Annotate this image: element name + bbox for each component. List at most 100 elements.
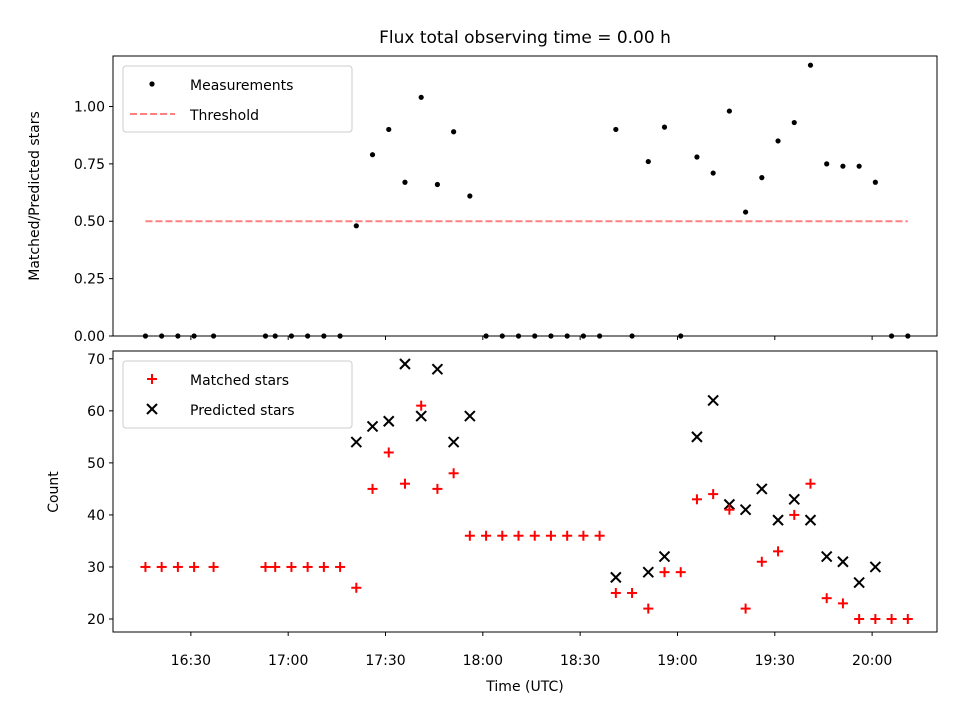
bottom-y-tick-label: 60 — [87, 404, 105, 420]
matched-stars-point — [383, 447, 394, 458]
predicted-stars-point — [723, 498, 736, 511]
bottom-legend-box — [122, 360, 353, 429]
predicted-stars-point — [804, 514, 817, 526]
matched-stars-point — [610, 587, 621, 598]
matched-stars-point — [260, 561, 271, 572]
measurement-point — [321, 333, 327, 339]
measurement-point — [142, 333, 149, 339]
measurement-point — [369, 152, 376, 158]
measurement-point — [499, 333, 505, 339]
predicted-stars-point — [464, 410, 476, 422]
matched-stars-point — [902, 613, 913, 624]
measurement-point — [856, 163, 862, 169]
matched-stars-point — [189, 561, 200, 572]
measurement-point — [272, 333, 278, 339]
measurement-point — [694, 154, 700, 160]
legend-label-measurements: Measurements — [190, 78, 293, 94]
measurement-point — [305, 333, 311, 339]
matched-stars-point — [562, 530, 573, 541]
measurement-point — [597, 333, 603, 339]
matched-stars-point — [708, 489, 719, 500]
measurement-point — [337, 333, 343, 339]
top-y-tick-label: 0.75 — [74, 157, 105, 173]
top-y-tick-label: 0.25 — [74, 272, 105, 288]
predicted-stars-point — [610, 571, 622, 584]
matched-stars-point — [399, 478, 410, 489]
measurement-point — [840, 163, 846, 169]
matched-stars-point — [578, 530, 589, 541]
matched-stars-point — [594, 530, 605, 541]
matched-stars-point — [156, 561, 167, 572]
measurement-point — [159, 333, 165, 339]
measurement-point — [483, 333, 489, 339]
predicted-stars-marker-stroke — [399, 358, 411, 370]
predicted-stars-marker-stroke — [447, 436, 460, 448]
legend-label-threshold: Threshold — [189, 108, 259, 124]
predicted-stars-point — [869, 561, 882, 573]
predicted-stars-point — [739, 504, 752, 516]
legend-label-predicted-stars: Predicted stars — [190, 403, 295, 419]
matched-stars-point — [837, 598, 848, 609]
predicted-stars-point — [707, 394, 719, 407]
matched-stars-point — [367, 483, 378, 494]
predicted-stars-point — [772, 514, 784, 526]
measurement-point — [353, 223, 359, 229]
predicted-stars-point — [447, 436, 460, 448]
predicted-stars-marker-stroke — [464, 410, 476, 422]
predicted-stars-point — [415, 410, 427, 422]
measurement-point — [888, 333, 895, 339]
x-tick-label: 16:30 — [171, 653, 211, 669]
predicted-stars-marker-stroke — [788, 493, 800, 506]
measurement-point — [434, 181, 441, 188]
matched-stars-point — [659, 567, 670, 578]
matched-stars-point — [886, 613, 897, 624]
predicted-stars-point — [853, 576, 865, 589]
predicted-stars-marker-stroke — [804, 514, 817, 526]
x-tick-label: 19:30 — [755, 653, 795, 669]
matched-stars-point — [497, 530, 508, 541]
x-tick-label: 20:00 — [852, 653, 892, 669]
matched-stars-point — [464, 530, 475, 541]
measurement-point — [564, 333, 570, 339]
predicted-stars-point — [837, 556, 849, 568]
measurement-point — [710, 170, 716, 176]
predicted-stars-point — [691, 431, 703, 443]
predicted-stars-marker-stroke — [350, 436, 363, 448]
predicted-stars-marker-stroke — [658, 550, 671, 563]
predicted-stars-point — [431, 363, 444, 375]
matched-stars-point — [643, 603, 654, 614]
top-legend: Measurements Threshold — [122, 65, 353, 133]
top-y-tick-label: 0.50 — [74, 214, 105, 230]
legend-marker-predicted-stars — [146, 403, 158, 415]
bottom-y-axis-label: Count — [46, 471, 62, 513]
predicted-stars-marker-stroke — [642, 566, 654, 578]
measurement-point — [905, 333, 911, 339]
top-y-axis-label: Matched/Predicted stars — [27, 111, 43, 281]
predicted-stars-marker-stroke — [707, 394, 719, 407]
bottom-axes-frame — [112, 350, 938, 633]
matched-stars-point — [675, 567, 686, 578]
predicted-stars-point — [788, 493, 800, 506]
predicted-stars-marker-stroke — [691, 431, 703, 443]
matched-stars-point — [208, 561, 219, 572]
matched-stars-point — [302, 561, 313, 572]
predicted-stars-marker-stroke — [366, 420, 379, 433]
matched-stars-point — [513, 530, 524, 541]
matched-stars-point — [740, 603, 751, 614]
measurement-point — [515, 333, 522, 339]
top-y-tick-label: 0.00 — [74, 329, 105, 345]
matched-stars-point — [432, 483, 443, 494]
legend-marker-matched-stars — [147, 374, 157, 384]
predicted-stars-point — [383, 415, 395, 427]
predicted-stars-marker-stroke — [853, 576, 865, 589]
x-axis-label: Time (UTC) — [485, 679, 563, 695]
matched-stars-point — [627, 587, 638, 598]
x-tick-label: 18:30 — [560, 653, 600, 669]
measurement-point — [791, 119, 797, 126]
matched-stars-point — [481, 530, 492, 541]
predicted-stars-marker-stroke — [820, 550, 833, 563]
measurement-point — [775, 138, 781, 144]
bottom-y-tick-label: 50 — [87, 456, 105, 472]
top-axes-frame — [112, 55, 938, 337]
matched-stars-point — [870, 613, 881, 624]
